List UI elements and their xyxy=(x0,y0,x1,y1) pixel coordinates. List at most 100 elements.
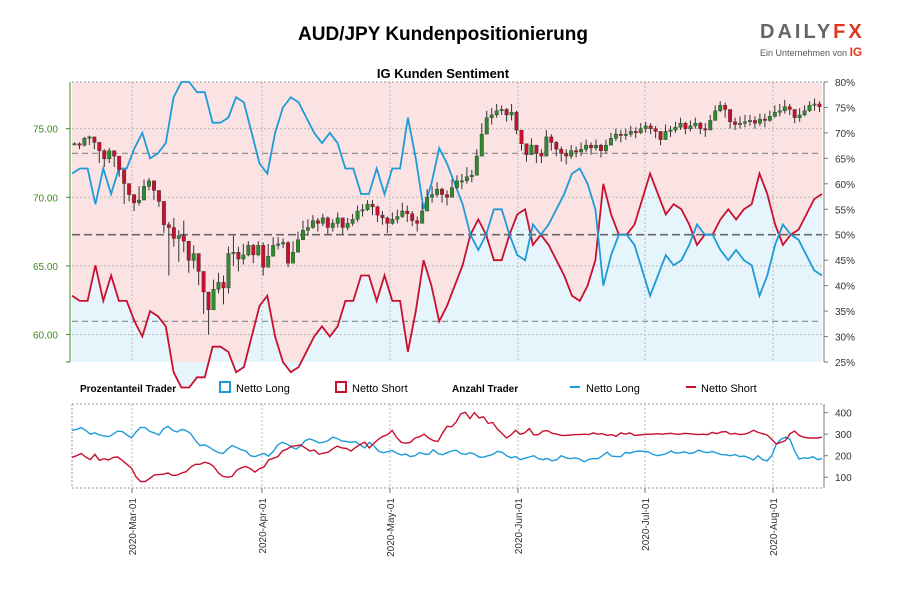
candle-body-55 xyxy=(345,223,350,228)
candle-body-98 xyxy=(559,149,564,154)
candle-body-53 xyxy=(335,217,340,224)
candle-body-145 xyxy=(792,109,797,118)
candle-body-14 xyxy=(142,186,146,201)
candle-body-45 xyxy=(296,239,300,253)
brand-main: DAILYFX xyxy=(760,22,880,42)
candle-body-1 xyxy=(77,143,82,146)
candle-body-122 xyxy=(678,122,683,128)
x-tick-label-4: 2020-Jul-01 xyxy=(641,498,652,551)
candle-body-138 xyxy=(757,118,762,124)
candle-body-40 xyxy=(271,245,276,257)
legend-group-count: Anzahl Trader xyxy=(452,384,518,395)
left-tick-label-3: 75.00 xyxy=(33,125,58,136)
x-axis: 2020-Mar-01 2020-Apr-01 2020-May-01 2020-Ju… xyxy=(128,488,780,557)
right-tick-label-1: 30% xyxy=(835,333,855,344)
candle-body-42 xyxy=(281,242,286,245)
candle-body-91 xyxy=(524,143,529,155)
candle-body-150 xyxy=(817,103,822,107)
candle-body-56 xyxy=(350,219,355,224)
candle-body-88 xyxy=(509,111,514,116)
candle-body-99 xyxy=(564,153,569,157)
count-short-line xyxy=(71,411,823,483)
candle-body-37 xyxy=(256,245,261,256)
legend: Prozentanteil Trader Netto Long Netto Sh… xyxy=(80,381,757,395)
candle-body-83 xyxy=(484,117,489,135)
candle-body-47 xyxy=(305,227,310,231)
candle-body-95 xyxy=(544,136,549,157)
x-tick-label-1: 2020-Apr-01 xyxy=(258,498,269,554)
candle-body-0 xyxy=(72,143,77,146)
candle-body-24 xyxy=(191,253,196,261)
candle-body-71 xyxy=(425,197,430,212)
candle-body-107 xyxy=(604,144,608,151)
legend-short-swatch xyxy=(335,381,347,393)
candle-body-44 xyxy=(291,251,295,264)
candle-body-2 xyxy=(82,138,87,146)
candle-body-70 xyxy=(420,210,425,224)
candle-body-139 xyxy=(762,118,767,121)
candle-body-60 xyxy=(370,203,375,208)
candle-body-125 xyxy=(693,122,698,127)
candle-body-92 xyxy=(529,144,534,155)
candle-body-58 xyxy=(360,209,365,212)
brand-sub-ig: IG xyxy=(849,45,863,59)
candle-body-77 xyxy=(454,180,459,188)
candle-body-4 xyxy=(92,136,97,143)
chart-title: IG Kunden Sentiment xyxy=(377,66,510,81)
candle-body-94 xyxy=(539,153,544,157)
candle-body-108 xyxy=(608,138,613,146)
candle-body-141 xyxy=(772,111,777,117)
dailyfx-logo: DAILYFX Ein Unternehmen von IG xyxy=(760,22,880,64)
brand-main-b: FX xyxy=(833,21,865,43)
legend-long-label: Netto Long xyxy=(236,383,290,395)
candle-body-39 xyxy=(266,256,271,268)
candle-body-52 xyxy=(330,223,335,228)
candle-body-111 xyxy=(623,133,628,136)
candle-body-20 xyxy=(171,227,176,239)
candle-body-134 xyxy=(738,122,742,125)
count-tick-label-2: 300 xyxy=(835,430,852,441)
count-tick-label-0: 100 xyxy=(835,473,852,484)
page-title: AUD/JPY Kundenpositionierung xyxy=(298,24,588,45)
candle-body-132 xyxy=(728,109,733,123)
candle-body-103 xyxy=(584,144,589,150)
candle-body-101 xyxy=(574,150,579,153)
candle-body-144 xyxy=(787,106,792,110)
candle-body-89 xyxy=(514,111,519,131)
candle-body-43 xyxy=(286,242,290,264)
short-percent-line xyxy=(71,170,823,389)
candle-body-23 xyxy=(186,241,191,261)
candle-body-59 xyxy=(365,203,370,210)
count-tick-label-1: 200 xyxy=(835,452,852,463)
candle-body-112 xyxy=(628,131,633,135)
candle-body-13 xyxy=(137,199,141,203)
candle-body-21 xyxy=(176,235,181,239)
candle-body-149 xyxy=(812,103,817,106)
candle-body-72 xyxy=(430,194,435,198)
right-tick-label-2: 35% xyxy=(835,307,855,318)
candle-body-18 xyxy=(161,201,166,225)
candle-body-33 xyxy=(236,251,241,260)
candle-body-118 xyxy=(658,131,663,140)
candle-body-117 xyxy=(653,128,658,132)
main-panel: 60.00 65.00 70.00 75.00 25% 30% 35% 40% 45% 50% 55… xyxy=(33,78,855,389)
candle-body-116 xyxy=(648,125,653,129)
right-tick-label-7: 60% xyxy=(835,180,855,191)
right-tick-label-3: 40% xyxy=(835,282,855,293)
candle-body-73 xyxy=(435,188,440,195)
candle-body-86 xyxy=(499,109,504,112)
candle-body-65 xyxy=(395,216,400,220)
right-tick-label-8: 65% xyxy=(835,154,855,165)
candle-body-57 xyxy=(355,210,360,220)
x-tick-label-3: 2020-Jun-01 xyxy=(514,498,525,555)
candle-body-90 xyxy=(519,129,524,144)
candle-body-121 xyxy=(673,127,678,131)
candle-body-12 xyxy=(132,194,137,203)
candle-body-22 xyxy=(181,235,186,242)
candle-body-54 xyxy=(340,217,345,228)
candle-body-32 xyxy=(231,251,236,254)
right-tick-label-5: 50% xyxy=(835,231,855,242)
candle-body-105 xyxy=(594,144,598,149)
count-panel: 100 200 300 400 xyxy=(71,403,852,489)
